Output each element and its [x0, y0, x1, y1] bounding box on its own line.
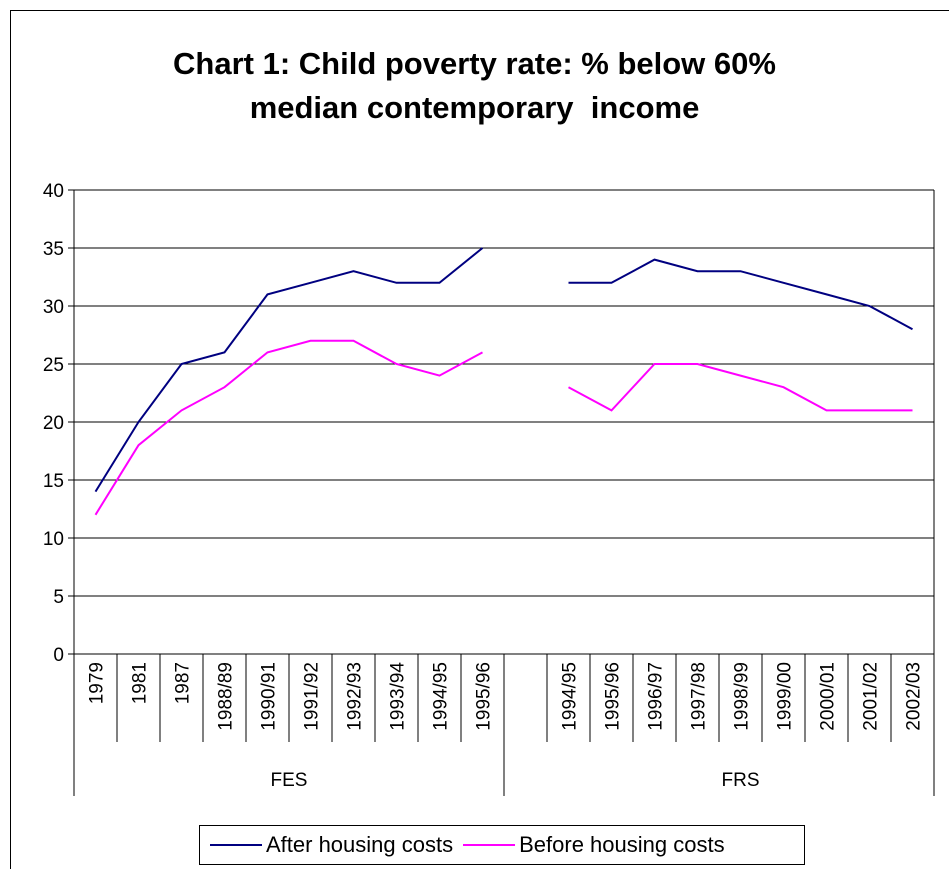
x-tick-label: 2001/02 — [861, 662, 882, 731]
x-tick-label: 1994/95 — [560, 662, 581, 731]
y-tick-label: 10 — [43, 529, 64, 550]
x-tick-label: 1990/91 — [259, 662, 280, 731]
legend-item-before: Before housing costs — [463, 832, 725, 858]
x-tick-label: 1979 — [87, 662, 108, 704]
y-tick-label: 5 — [53, 587, 64, 608]
y-tick-label: 35 — [43, 239, 64, 260]
chart-title-line-2: median contemporary income — [249, 90, 700, 125]
legend-label-after: After housing costs — [266, 832, 454, 857]
legend: After housing costs Before housing costs — [199, 825, 805, 865]
legend-swatch-after — [210, 844, 262, 846]
x-tick-label: 1987 — [173, 662, 194, 704]
legend-item-after: After housing costs — [210, 832, 453, 858]
x-tick-label: 1988/89 — [216, 662, 237, 731]
group-label: FRS — [722, 770, 760, 791]
x-tick-label: 1999/00 — [775, 662, 796, 731]
x-tick-label: 1981 — [130, 662, 151, 704]
y-tick-label: 25 — [43, 355, 64, 376]
x-tick-label: 1994/95 — [431, 662, 452, 731]
series-line-before-housing-costs — [94, 339, 913, 516]
group-label: FES — [271, 770, 308, 791]
chart-title: Chart 1: Child poverty rate: % below 60%… — [0, 42, 949, 130]
x-tick-label: 2002/03 — [904, 662, 925, 731]
y-tick-label: 20 — [43, 413, 64, 434]
x-tick-label: 1997/98 — [689, 662, 710, 731]
chart-title-line-1: Chart 1: Child poverty rate: % below 60% — [173, 46, 776, 81]
y-tick-label: 15 — [43, 471, 64, 492]
legend-label-before: Before housing costs — [519, 832, 725, 857]
legend-swatch-before — [463, 844, 516, 846]
x-tick-label: 1992/93 — [345, 662, 366, 731]
y-tick-label: 40 — [43, 181, 64, 202]
x-tick-label: 1993/94 — [388, 662, 409, 731]
x-tick-label: 1998/99 — [732, 662, 753, 731]
x-tick-label: 1996/97 — [646, 662, 667, 731]
y-tick-label: 30 — [43, 297, 64, 318]
x-tick-label: 1991/92 — [302, 662, 323, 731]
x-tick-label: 1995/96 — [603, 662, 624, 731]
chart-area — [10, 10, 949, 869]
series-line-after-housing-costs — [94, 247, 913, 493]
y-tick-label: 0 — [53, 645, 64, 666]
x-tick-label: 1995/96 — [474, 662, 495, 731]
x-tick-label: 2000/01 — [818, 662, 839, 731]
